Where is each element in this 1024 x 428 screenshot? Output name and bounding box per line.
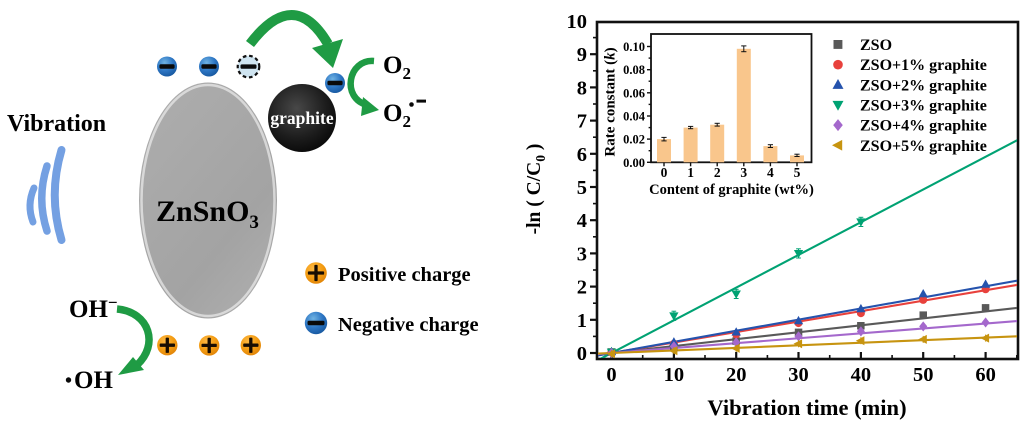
svg-text:3: 3 bbox=[577, 243, 587, 265]
svg-text:60: 60 bbox=[975, 364, 996, 386]
svg-text:6: 6 bbox=[577, 144, 587, 166]
svg-text:5: 5 bbox=[577, 177, 587, 199]
svg-text:0.10: 0.10 bbox=[623, 40, 645, 54]
svg-text:Positive charge: Positive charge bbox=[338, 264, 471, 286]
svg-text:0: 0 bbox=[661, 165, 668, 180]
svg-text:5: 5 bbox=[794, 165, 801, 180]
svg-text:ZSO+5% graphite: ZSO+5% graphite bbox=[860, 138, 987, 155]
svg-text:2: 2 bbox=[577, 277, 587, 299]
svg-text:ZnSnO3: ZnSnO3 bbox=[156, 195, 259, 233]
svg-text:8: 8 bbox=[577, 77, 587, 99]
svg-text:Vibration: Vibration bbox=[7, 111, 106, 137]
svg-text:0.06: 0.06 bbox=[623, 86, 645, 100]
svg-text:10: 10 bbox=[664, 364, 685, 386]
svg-text:1: 1 bbox=[687, 165, 694, 180]
svg-text:0.04: 0.04 bbox=[623, 110, 646, 124]
svg-text:4: 4 bbox=[577, 210, 587, 232]
svg-text:Rate constant (k): Rate constant (k) bbox=[603, 47, 619, 156]
svg-text:40: 40 bbox=[851, 364, 872, 386]
svg-text:0.00: 0.00 bbox=[623, 156, 645, 170]
svg-text:Vibration time (min): Vibration time (min) bbox=[707, 395, 906, 420]
svg-text:9: 9 bbox=[577, 44, 587, 66]
svg-text:2: 2 bbox=[714, 165, 721, 180]
svg-text:ZSO+4% graphite: ZSO+4% graphite bbox=[860, 118, 987, 135]
svg-text:OH: OH bbox=[74, 367, 113, 394]
svg-text:30: 30 bbox=[788, 364, 809, 386]
svg-text:50: 50 bbox=[913, 364, 934, 386]
svg-text:graphite: graphite bbox=[270, 108, 333, 128]
svg-text:7: 7 bbox=[577, 111, 587, 133]
svg-text:0.08: 0.08 bbox=[623, 63, 645, 77]
svg-text:0: 0 bbox=[606, 364, 616, 386]
svg-text:20: 20 bbox=[726, 364, 747, 386]
svg-text:4: 4 bbox=[767, 165, 774, 180]
svg-text:ZSO+3% graphite: ZSO+3% graphite bbox=[860, 97, 987, 114]
svg-text:Negative charge: Negative charge bbox=[338, 314, 479, 336]
svg-text:0.02: 0.02 bbox=[623, 133, 645, 147]
svg-text:ZSO+1% graphite: ZSO+1% graphite bbox=[860, 57, 987, 74]
svg-text:ZSO: ZSO bbox=[860, 37, 892, 54]
svg-text:Content of graphite (wt%): Content of graphite (wt%) bbox=[649, 182, 814, 198]
svg-text:ZSO+2% graphite: ZSO+2% graphite bbox=[860, 77, 987, 94]
svg-text:3: 3 bbox=[740, 165, 747, 180]
svg-text:10: 10 bbox=[567, 11, 588, 33]
svg-text:0: 0 bbox=[577, 343, 587, 365]
svg-text:1: 1 bbox=[577, 310, 587, 332]
